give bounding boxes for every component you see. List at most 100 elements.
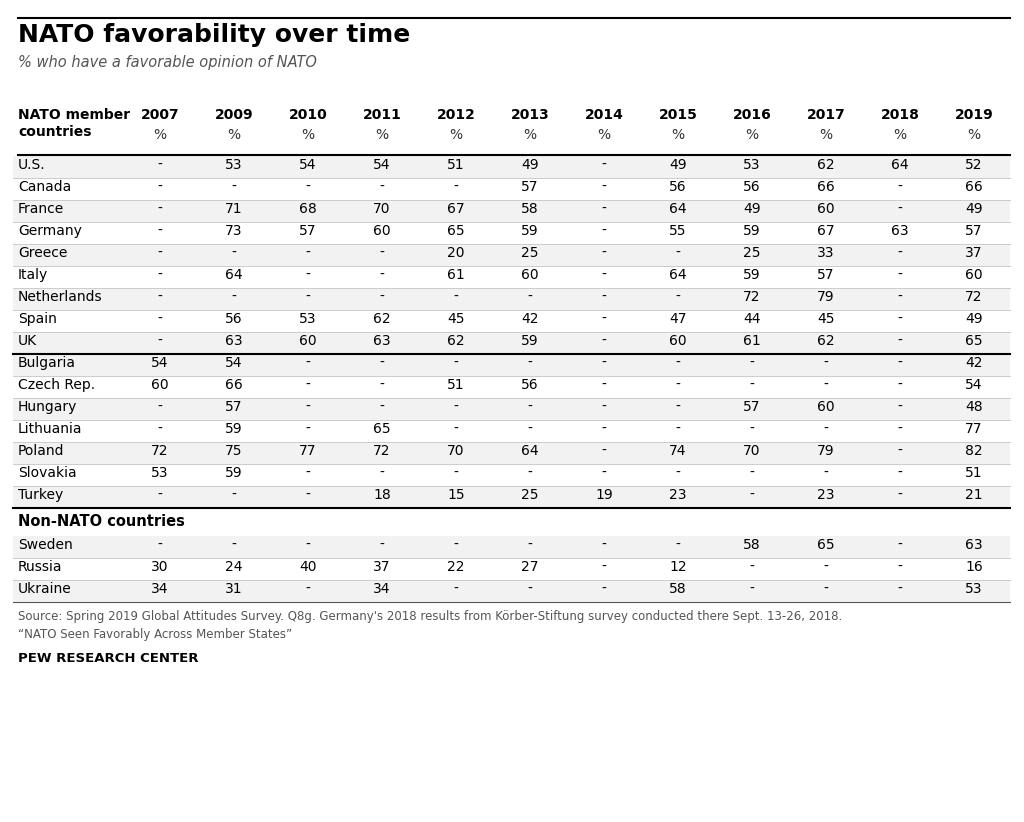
Text: Hungary: Hungary [18,400,78,414]
Text: -: - [231,246,237,260]
Text: PEW RESEARCH CENTER: PEW RESEARCH CENTER [18,652,199,665]
Text: 2014: 2014 [585,108,624,122]
Text: 45: 45 [817,312,835,326]
Text: -: - [380,180,384,194]
Text: Turkey: Turkey [18,488,63,502]
Text: 62: 62 [447,334,465,348]
Text: 55: 55 [670,224,687,238]
Text: 79: 79 [817,444,835,458]
Text: 66: 66 [817,180,835,194]
Text: 65: 65 [447,224,465,238]
Text: -: - [305,466,310,480]
Text: 34: 34 [374,582,391,596]
Text: -: - [231,180,237,194]
Text: 2016: 2016 [732,108,771,122]
Text: 34: 34 [152,582,169,596]
Text: -: - [158,538,163,552]
Text: 22: 22 [447,560,465,574]
Text: 2013: 2013 [511,108,549,122]
Text: 37: 37 [966,246,983,260]
Text: 60: 60 [817,202,835,216]
Text: 58: 58 [743,538,761,552]
Text: -: - [158,158,163,172]
Text: -: - [158,224,163,238]
Text: 53: 53 [743,158,761,172]
Text: 65: 65 [817,538,835,552]
Text: 57: 57 [299,224,316,238]
Text: -: - [823,466,828,480]
Text: -: - [750,422,755,436]
Text: 79: 79 [817,290,835,304]
Text: 15: 15 [447,488,465,502]
Text: 27: 27 [521,560,539,574]
Text: 73: 73 [225,224,243,238]
Text: 59: 59 [225,466,243,480]
Text: -: - [231,290,237,304]
Text: 63: 63 [891,224,909,238]
Text: 42: 42 [966,356,983,370]
Text: 72: 72 [966,290,983,304]
Text: -: - [898,180,902,194]
Text: 52: 52 [966,158,983,172]
Text: 70: 70 [743,444,761,458]
Text: 60: 60 [670,334,687,348]
Text: 68: 68 [299,202,316,216]
Text: 57: 57 [817,268,835,282]
Text: 72: 72 [374,444,391,458]
Text: 2015: 2015 [658,108,697,122]
Text: 54: 54 [966,378,983,392]
Text: 60: 60 [966,268,983,282]
Text: 59: 59 [521,224,539,238]
Text: 40: 40 [299,560,316,574]
Text: -: - [898,582,902,596]
Text: 59: 59 [743,224,761,238]
Text: 65: 65 [966,334,983,348]
Text: -: - [158,290,163,304]
Text: -: - [898,538,902,552]
Text: 66: 66 [966,180,983,194]
Text: -: - [898,246,902,260]
Text: -: - [380,466,384,480]
Text: -: - [750,466,755,480]
Text: 53: 53 [152,466,169,480]
Text: 37: 37 [374,560,391,574]
Text: -: - [527,422,532,436]
Text: 63: 63 [373,334,391,348]
Text: -: - [676,378,680,392]
Text: -: - [305,356,310,370]
Text: %: % [523,128,537,142]
Bar [13,536,1010,558]
Text: 58: 58 [670,582,687,596]
Text: -: - [898,488,902,502]
Text: -: - [158,334,163,348]
Text: -: - [454,582,459,596]
Text: -: - [158,246,163,260]
Text: -: - [750,560,755,574]
Text: %: % [819,128,833,142]
Text: 49: 49 [521,158,539,172]
Text: 59: 59 [521,334,539,348]
Text: -: - [601,224,606,238]
Text: %: % [450,128,463,142]
Text: -: - [898,356,902,370]
Text: -: - [601,334,606,348]
Text: -: - [231,538,237,552]
Bar [13,580,1010,602]
Text: -: - [454,290,459,304]
Text: 53: 53 [225,158,243,172]
Text: 16: 16 [966,560,983,574]
Text: 59: 59 [743,268,761,282]
Text: -: - [158,202,163,216]
Text: 71: 71 [225,202,243,216]
Text: -: - [454,538,459,552]
Text: 2018: 2018 [881,108,920,122]
Text: 25: 25 [521,246,539,260]
Text: -: - [601,356,606,370]
Text: -: - [601,268,606,282]
Bar [13,486,1010,508]
Text: -: - [380,268,384,282]
Text: -: - [158,488,163,502]
Text: %: % [968,128,981,142]
Text: 2019: 2019 [954,108,993,122]
Text: 67: 67 [447,202,465,216]
